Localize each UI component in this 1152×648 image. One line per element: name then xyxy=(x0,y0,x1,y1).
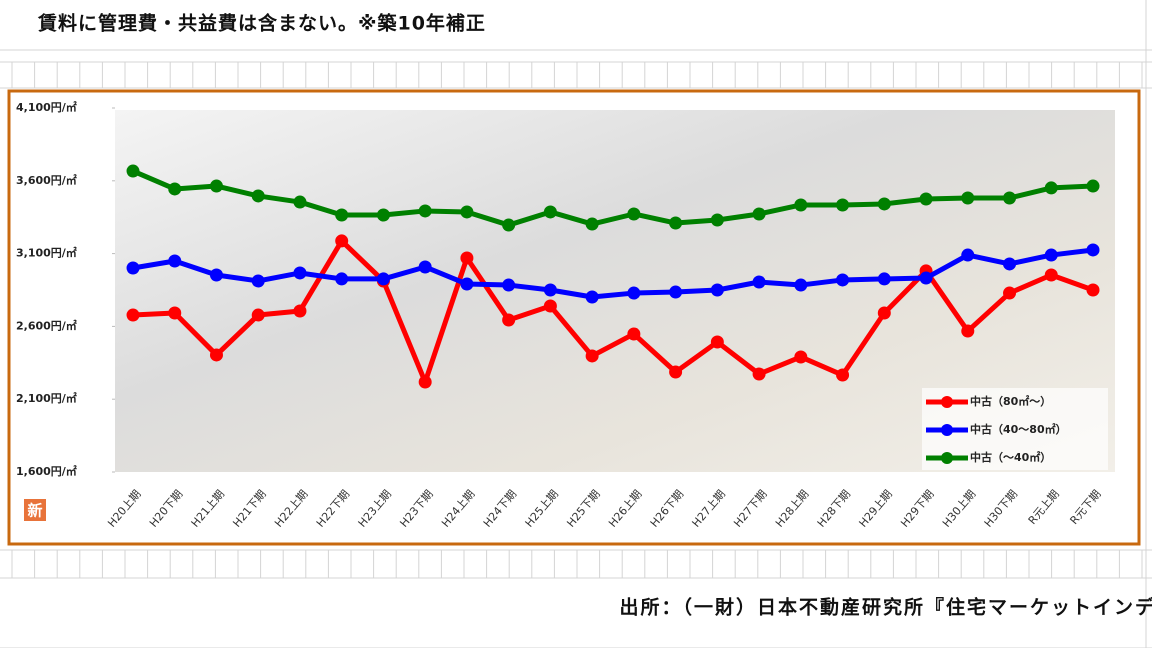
point xyxy=(1044,268,1058,282)
legend-swatch xyxy=(941,452,953,464)
point xyxy=(710,283,724,297)
point xyxy=(585,290,599,304)
point xyxy=(877,197,891,211)
point xyxy=(669,216,683,230)
point xyxy=(418,204,432,218)
badge: 新 xyxy=(27,502,42,520)
point xyxy=(752,207,766,221)
point xyxy=(293,304,307,318)
point xyxy=(1044,181,1058,195)
point xyxy=(794,278,808,292)
legend-swatch xyxy=(941,424,953,436)
legend-swatch xyxy=(941,396,953,408)
point xyxy=(1003,191,1017,205)
point xyxy=(293,195,307,209)
point xyxy=(502,218,516,232)
point xyxy=(669,365,683,379)
point xyxy=(209,268,223,282)
point xyxy=(794,350,808,364)
y-tick-label: 3,100円/㎡ xyxy=(16,246,77,260)
point xyxy=(126,164,140,178)
point xyxy=(543,283,557,297)
series-line xyxy=(132,238,1094,385)
point xyxy=(877,306,891,320)
point xyxy=(627,327,641,341)
point xyxy=(251,308,265,322)
point xyxy=(335,272,349,286)
point xyxy=(543,205,557,219)
point xyxy=(293,266,307,280)
point xyxy=(126,261,140,275)
point xyxy=(460,205,474,219)
source: 出所：（一財）日本不動産研究所『住宅マーケットインデックス令和元年下期版』 xyxy=(620,596,1152,619)
point xyxy=(335,208,349,222)
legend-label: 中古（80㎡～） xyxy=(970,394,1051,408)
point xyxy=(752,367,766,381)
point xyxy=(752,275,766,289)
point xyxy=(669,285,683,299)
point xyxy=(126,308,140,322)
point xyxy=(1003,286,1017,300)
point xyxy=(627,207,641,221)
point xyxy=(168,182,182,196)
badge-box xyxy=(24,499,46,521)
point xyxy=(1086,283,1100,297)
y-tick-label: 2,600円/㎡ xyxy=(16,318,77,332)
point xyxy=(710,213,724,227)
note: 賃料に管理費・共益費は含まない。※築10年補正 xyxy=(37,12,486,35)
point xyxy=(251,274,265,288)
point xyxy=(836,273,850,287)
point xyxy=(168,306,182,320)
point xyxy=(710,335,724,349)
y-tick-label: 1,600円/㎡ xyxy=(16,464,77,478)
series-line xyxy=(132,168,1094,228)
legend-label: 中古（～40㎡） xyxy=(970,450,1051,464)
point xyxy=(836,368,850,382)
point xyxy=(961,324,975,338)
point xyxy=(251,189,265,203)
point xyxy=(794,198,808,212)
point xyxy=(168,254,182,268)
point xyxy=(961,191,975,205)
point xyxy=(502,278,516,292)
point xyxy=(877,272,891,286)
point xyxy=(209,179,223,193)
y-tick-label: 2,100円/㎡ xyxy=(16,391,77,405)
y-tick-label: 4,100円/㎡ xyxy=(16,100,77,114)
point xyxy=(209,348,223,362)
point xyxy=(585,217,599,231)
point xyxy=(460,277,474,291)
point xyxy=(1003,257,1017,271)
point xyxy=(836,198,850,212)
point xyxy=(961,248,975,262)
series-line xyxy=(132,247,1094,300)
point xyxy=(502,313,516,327)
point xyxy=(460,251,474,265)
point xyxy=(919,192,933,206)
point xyxy=(335,234,349,248)
point xyxy=(1044,248,1058,262)
point xyxy=(585,349,599,363)
y-tick-label: 3,600円/㎡ xyxy=(16,173,77,187)
point xyxy=(627,286,641,300)
point xyxy=(418,260,432,274)
point xyxy=(1086,179,1100,193)
point xyxy=(1086,243,1100,257)
point xyxy=(543,299,557,313)
point xyxy=(418,375,432,389)
legend-label: 中古（40～80㎡） xyxy=(970,422,1067,436)
point xyxy=(376,272,390,286)
point xyxy=(919,271,933,285)
point xyxy=(376,208,390,222)
